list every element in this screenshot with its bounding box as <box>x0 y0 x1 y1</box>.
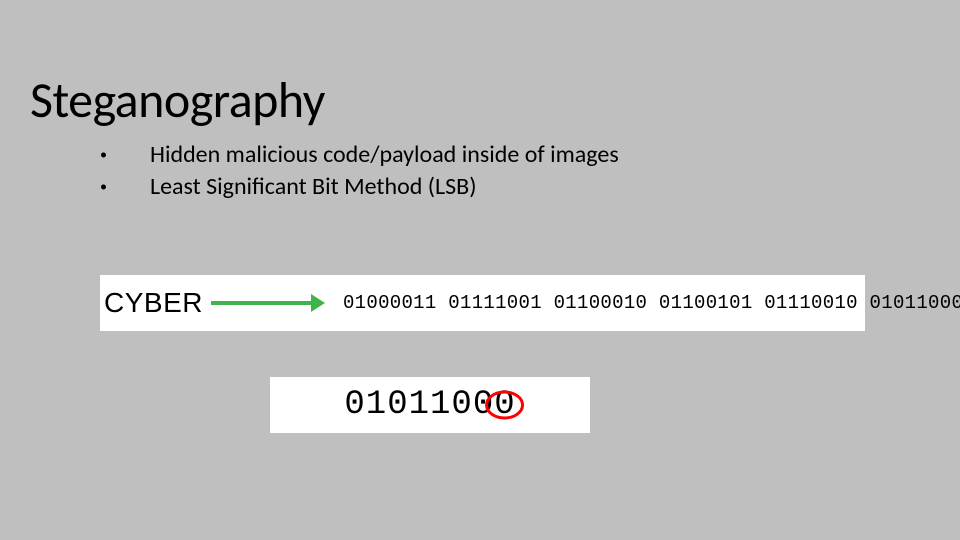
bullet-icon: • <box>90 172 150 202</box>
lsb-byte: 01011000 <box>344 386 515 424</box>
cyber-to-binary-figure: CYBER 01000011 01111001 01100010 0110010… <box>100 275 865 331</box>
lsb-highlight-figure: 01011000 <box>270 377 590 433</box>
slide: Steganography • Hidden malicious code/pa… <box>0 0 960 540</box>
bullet-icon: • <box>90 140 150 170</box>
bullet-text: Least Significant Bit Method (LSB) <box>150 172 476 202</box>
bullet-text: Hidden malicious code/payload inside of … <box>150 140 619 170</box>
slide-title: Steganography <box>30 70 325 131</box>
cyber-label: CYBER <box>104 287 203 319</box>
list-item: • Hidden malicious code/payload inside o… <box>90 140 619 170</box>
binary-output: 01000011 01111001 01100010 01100101 0111… <box>343 292 960 314</box>
list-item: • Least Significant Bit Method (LSB) <box>90 172 619 202</box>
bullet-list: • Hidden malicious code/payload inside o… <box>90 140 619 204</box>
lsb-byte-wrap: 01011000 <box>344 386 515 424</box>
arrow-icon <box>211 291 327 315</box>
